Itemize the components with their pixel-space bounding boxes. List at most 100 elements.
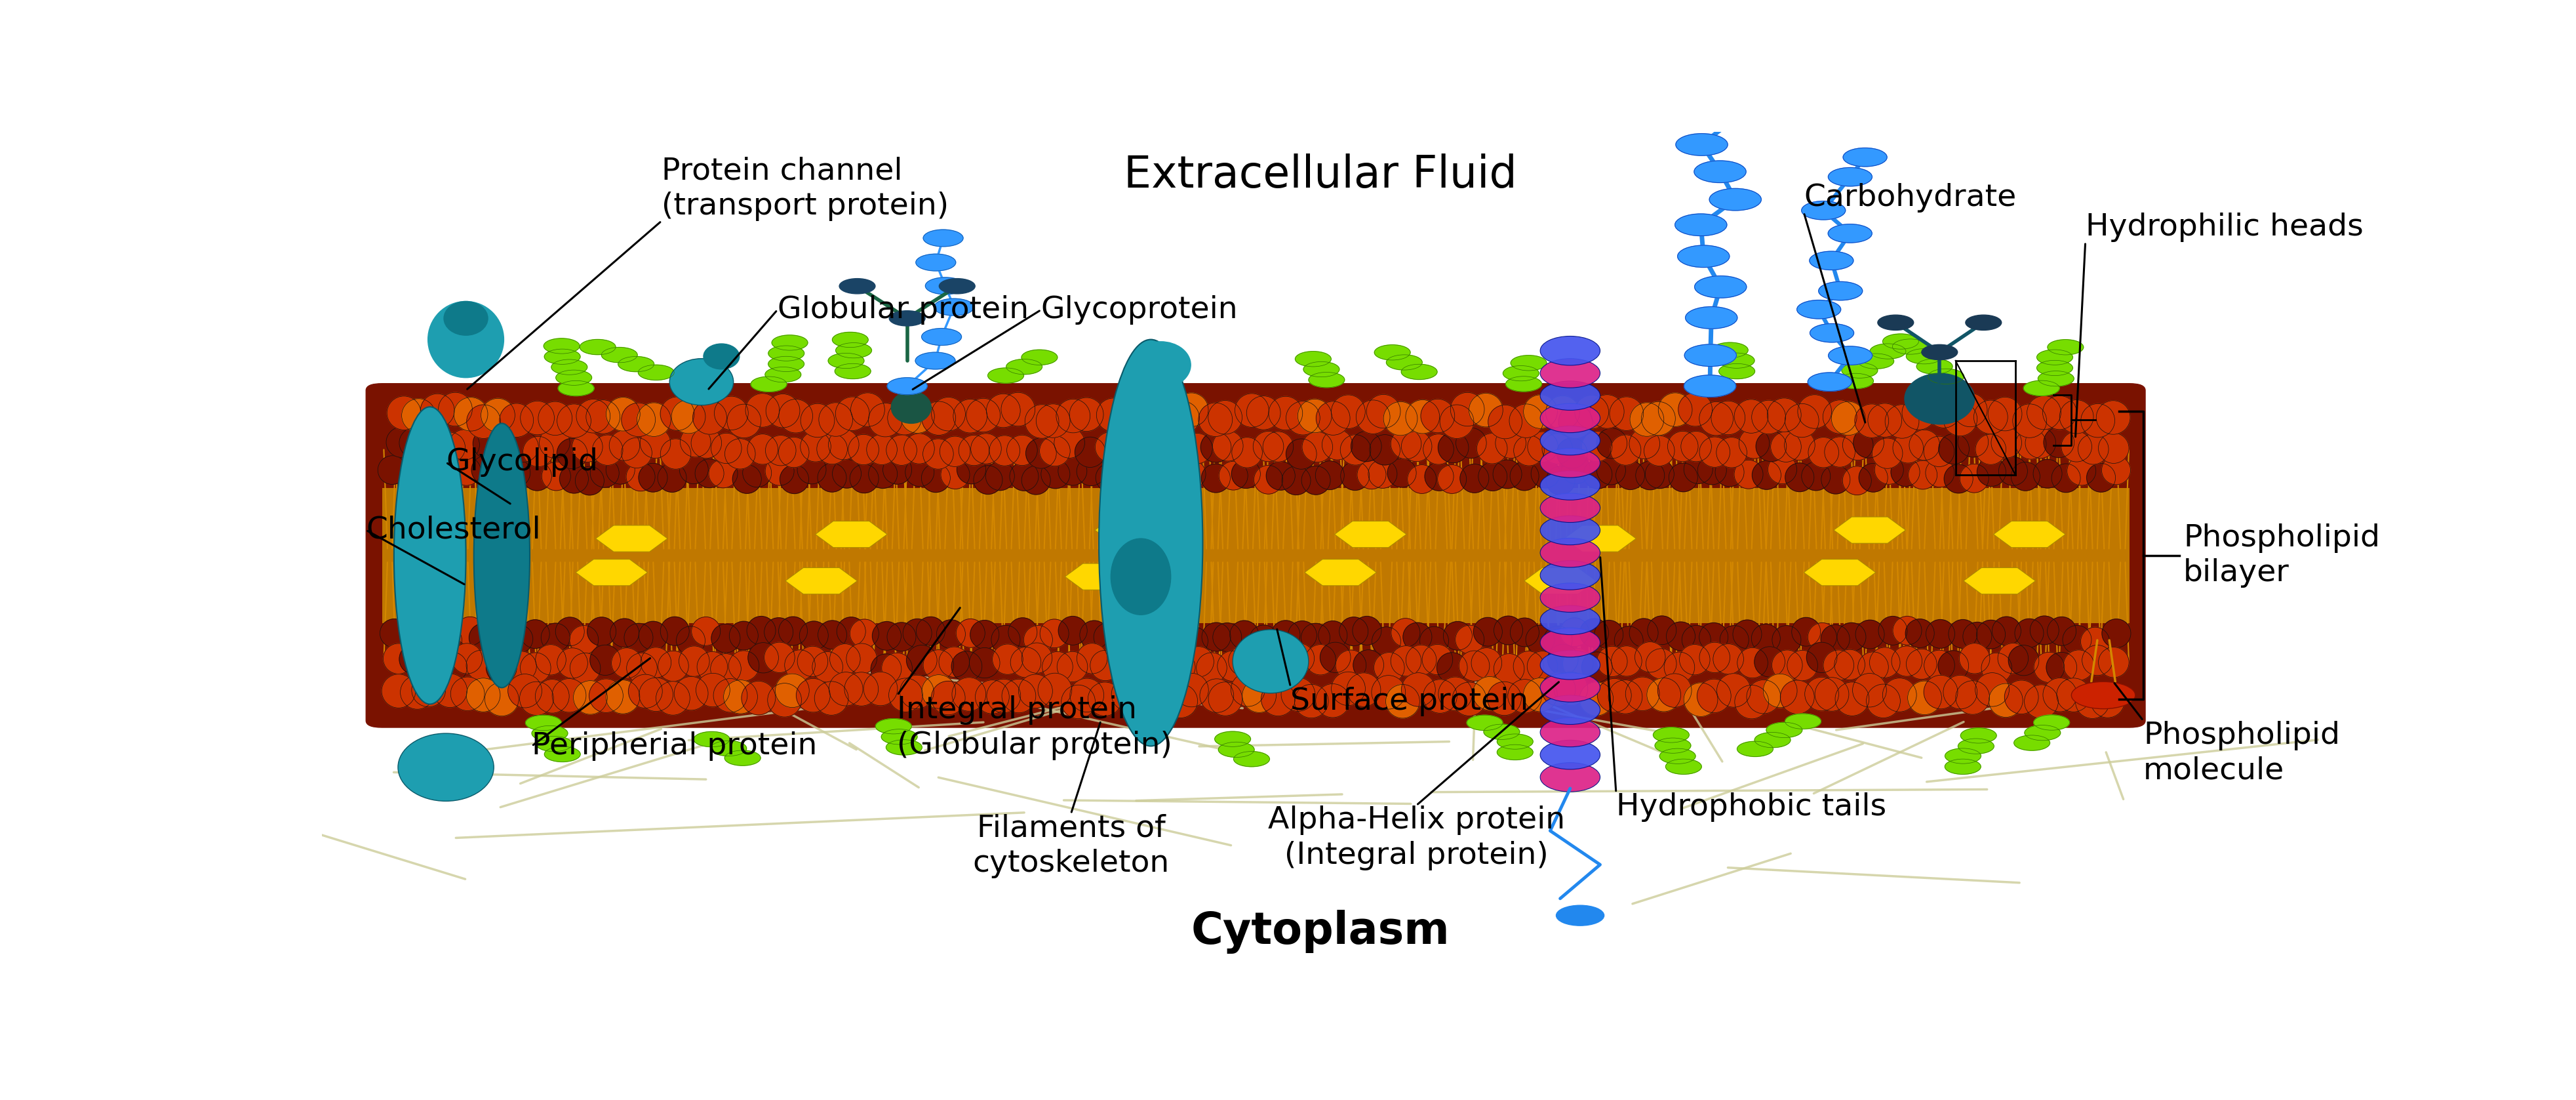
Ellipse shape — [1229, 646, 1260, 675]
Ellipse shape — [1494, 653, 1525, 684]
Ellipse shape — [1857, 652, 1888, 682]
Ellipse shape — [1540, 337, 1600, 365]
Ellipse shape — [574, 466, 603, 495]
Circle shape — [768, 345, 804, 361]
Ellipse shape — [891, 392, 930, 424]
Circle shape — [1401, 364, 1437, 379]
Text: Cholesterol: Cholesterol — [366, 515, 541, 544]
Circle shape — [1213, 732, 1249, 747]
Ellipse shape — [1347, 673, 1381, 706]
Ellipse shape — [1680, 431, 1710, 462]
Ellipse shape — [572, 431, 603, 462]
Circle shape — [1808, 373, 1852, 392]
Ellipse shape — [536, 645, 567, 675]
Circle shape — [1960, 728, 1996, 744]
Circle shape — [1484, 724, 1520, 739]
Ellipse shape — [1875, 455, 1904, 484]
Ellipse shape — [1677, 393, 1713, 427]
Circle shape — [840, 278, 876, 294]
Ellipse shape — [1453, 682, 1486, 716]
Ellipse shape — [1543, 626, 1571, 654]
Ellipse shape — [1316, 461, 1345, 490]
Ellipse shape — [438, 393, 471, 426]
Ellipse shape — [1025, 438, 1056, 469]
Ellipse shape — [1667, 431, 1698, 462]
Circle shape — [1718, 364, 1754, 378]
Ellipse shape — [1476, 433, 1507, 464]
Ellipse shape — [1924, 437, 1953, 466]
Ellipse shape — [659, 617, 688, 646]
Ellipse shape — [1283, 644, 1314, 673]
Ellipse shape — [1370, 627, 1401, 656]
Ellipse shape — [1146, 436, 1175, 465]
Ellipse shape — [2014, 619, 2043, 648]
Ellipse shape — [1700, 642, 1728, 673]
Ellipse shape — [2050, 464, 2079, 493]
Ellipse shape — [902, 619, 933, 648]
Circle shape — [1674, 213, 1726, 235]
Ellipse shape — [636, 403, 670, 437]
Ellipse shape — [971, 620, 999, 649]
Ellipse shape — [1010, 462, 1038, 491]
Ellipse shape — [940, 460, 969, 490]
Ellipse shape — [1159, 626, 1190, 654]
Ellipse shape — [814, 681, 848, 715]
Ellipse shape — [1682, 683, 1718, 716]
Ellipse shape — [1077, 644, 1108, 673]
Ellipse shape — [1798, 395, 1832, 429]
Ellipse shape — [1002, 393, 1036, 426]
Ellipse shape — [2081, 404, 2115, 438]
Ellipse shape — [1976, 458, 2004, 486]
Ellipse shape — [443, 301, 487, 336]
Ellipse shape — [484, 436, 515, 466]
Ellipse shape — [1540, 449, 1600, 477]
Ellipse shape — [1131, 627, 1162, 656]
Ellipse shape — [451, 644, 482, 673]
Circle shape — [1710, 106, 1762, 128]
Circle shape — [987, 367, 1023, 383]
Circle shape — [551, 360, 587, 375]
Ellipse shape — [484, 682, 518, 716]
Ellipse shape — [590, 645, 621, 675]
Ellipse shape — [2025, 428, 2056, 459]
Ellipse shape — [886, 435, 917, 465]
Ellipse shape — [1406, 465, 1435, 494]
Ellipse shape — [659, 397, 693, 430]
Ellipse shape — [987, 394, 1020, 428]
Ellipse shape — [873, 621, 902, 650]
Circle shape — [876, 718, 912, 734]
Ellipse shape — [1628, 618, 1659, 647]
Ellipse shape — [1597, 679, 1631, 713]
Ellipse shape — [1540, 695, 1600, 725]
Ellipse shape — [1821, 465, 1850, 494]
Ellipse shape — [639, 678, 672, 712]
Ellipse shape — [1767, 398, 1801, 432]
Text: Glycoprotein: Glycoprotein — [1041, 295, 1236, 324]
Circle shape — [526, 715, 562, 730]
Ellipse shape — [1989, 683, 2022, 717]
Ellipse shape — [520, 402, 554, 435]
Ellipse shape — [1391, 646, 1422, 676]
Ellipse shape — [781, 465, 809, 494]
Circle shape — [1373, 344, 1409, 360]
Ellipse shape — [1540, 605, 1600, 635]
Bar — [381, 487, 2128, 624]
Ellipse shape — [1200, 623, 1231, 651]
Ellipse shape — [1079, 620, 1108, 649]
Ellipse shape — [590, 679, 623, 713]
Circle shape — [1754, 733, 1790, 748]
Ellipse shape — [1855, 620, 1883, 649]
Circle shape — [1710, 342, 1747, 358]
Circle shape — [1965, 315, 2002, 330]
Circle shape — [1917, 359, 1953, 374]
Circle shape — [1296, 351, 1332, 366]
Ellipse shape — [1038, 673, 1072, 707]
Ellipse shape — [1579, 682, 1613, 716]
Ellipse shape — [904, 458, 935, 486]
Ellipse shape — [1510, 404, 1543, 438]
Ellipse shape — [1108, 438, 1139, 469]
Ellipse shape — [1893, 616, 1922, 645]
Ellipse shape — [850, 393, 884, 427]
Ellipse shape — [1386, 684, 1419, 718]
Ellipse shape — [466, 678, 500, 712]
